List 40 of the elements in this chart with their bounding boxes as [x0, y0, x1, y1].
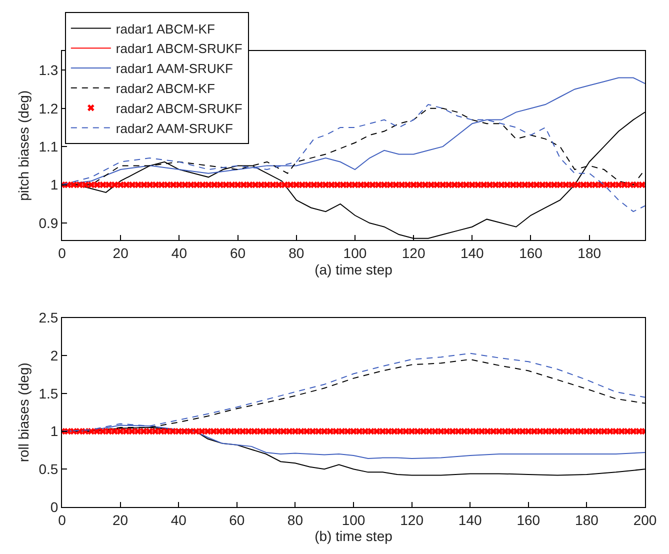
x-tick-label: 40: [171, 245, 188, 262]
x-tick-label: 180: [575, 512, 599, 528]
y-tick-label: 0.5: [38, 461, 58, 478]
y-tick-label: 2.5: [38, 310, 58, 326]
x-tick-label: 160: [516, 512, 540, 528]
legend-label: radar2 ABCM-KF: [116, 80, 215, 96]
x-tick-label: 20: [112, 512, 128, 528]
y-tick-label: 0.9: [38, 214, 58, 231]
x-tick-label: 120: [402, 245, 426, 262]
x-tick-label: 140: [460, 245, 484, 262]
y-tick-label: 1: [50, 423, 58, 440]
x-tick-label: 120: [400, 512, 424, 528]
x-tick-label: 60: [229, 512, 245, 528]
y-tick-label: 1: [50, 176, 58, 193]
y-tick-label: 1.1: [38, 138, 58, 154]
y-tick-label: 1.3: [38, 62, 58, 78]
legend-label: radar1 ABCM-SRUKF: [116, 41, 242, 56]
y-tick-label: 0: [50, 498, 58, 515]
y-axis-title: pitch biases (deg): [15, 90, 32, 201]
x-tick-label: 100: [343, 245, 367, 262]
x-tick-label: 180: [578, 245, 602, 262]
legend-label: radar2 AAM-SRUKF: [116, 120, 234, 136]
legend-label: radar2 ABCM-SRUKF: [116, 100, 242, 116]
y-axis-title: roll biases (deg): [15, 362, 32, 462]
x-axis-title: (a) time step: [314, 261, 393, 278]
legend-label: radar1 AAM-SRUKF: [116, 61, 234, 76]
x-tick-label: 80: [287, 512, 304, 528]
x-tick-label: 160: [519, 245, 543, 262]
x-tick-label: 20: [112, 245, 129, 262]
x-tick-label: 100: [342, 512, 366, 528]
x-tick-label: 60: [230, 245, 246, 262]
x-axis-title: (b) time step: [314, 528, 393, 544]
x-tick-label: 140: [458, 512, 482, 528]
y-tick-label: 1.2: [38, 100, 58, 116]
x-tick-label: 80: [288, 245, 304, 262]
y-tick-label: 2: [50, 348, 58, 364]
y-tick-label: 1.5: [38, 385, 58, 402]
x-tick-label: 40: [170, 512, 187, 528]
legend-label: radar1 ABCM-KF: [116, 21, 215, 36]
x-tick-label: 200: [633, 512, 657, 528]
